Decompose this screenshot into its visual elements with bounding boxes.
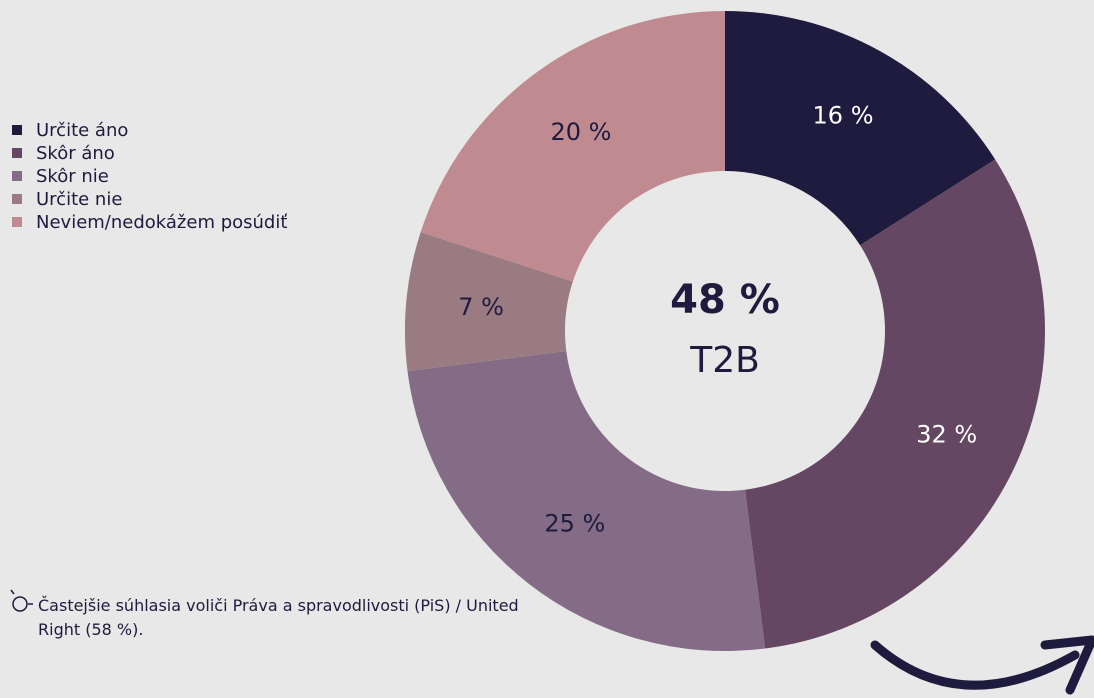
legend-swatch: [12, 194, 22, 204]
legend-label: Skôr nie: [36, 166, 109, 187]
bulb-icon: [10, 589, 33, 612]
annotation: Častejšie súhlasia voliči Práva a spravo…: [38, 596, 519, 639]
donut-slice: [745, 159, 1045, 649]
legend-swatch: [12, 217, 22, 227]
legend-swatch: [12, 171, 22, 181]
center-label: T2B: [689, 340, 760, 381]
donut-slice: [420, 11, 725, 282]
center-value: 48 %: [670, 277, 780, 323]
slice-label: 25 %: [544, 510, 605, 538]
legend-swatch: [12, 148, 22, 158]
slice-label: 32 %: [916, 420, 977, 448]
legend-label: Určite áno: [36, 120, 128, 141]
legend-label: Skôr áno: [36, 143, 115, 164]
donut-slice: [407, 351, 766, 651]
slice-label: 20 %: [551, 118, 612, 146]
slice-label: 7 %: [458, 293, 504, 321]
arrow-decoration: [870, 640, 1080, 690]
legend-swatch: [12, 125, 22, 135]
legend-label: Neviem/nedokážem posúdiť: [36, 212, 287, 233]
donut-slice: [725, 11, 996, 246]
donut-slice: [405, 232, 573, 372]
legend-label: Určite nie: [36, 189, 122, 210]
arrow-head: [1040, 635, 1094, 695]
slice-label: 16 %: [813, 101, 874, 129]
